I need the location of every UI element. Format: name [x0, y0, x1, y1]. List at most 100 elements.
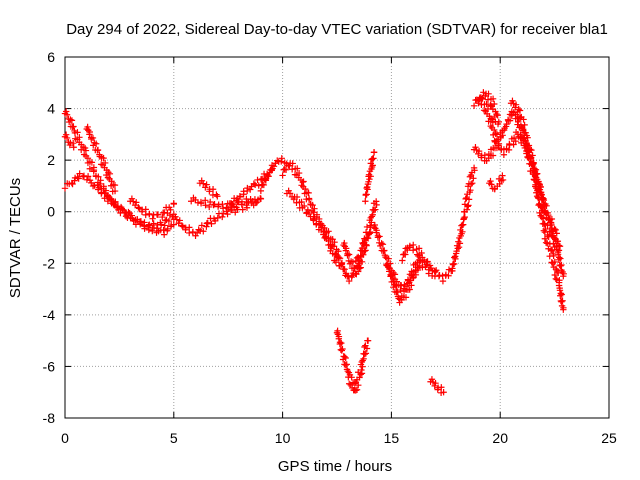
data-point: [133, 199, 140, 206]
data-point: [470, 102, 478, 110]
data-point: [294, 165, 301, 172]
data-point: [356, 257, 363, 264]
data-point: [274, 157, 281, 164]
data-point: [335, 333, 343, 340]
data-point: [164, 209, 171, 217]
data-point: [347, 381, 354, 389]
data-point: [149, 215, 156, 222]
data-point: [459, 221, 466, 228]
data-point: [349, 258, 357, 266]
data-point: [463, 194, 470, 202]
data-point: [69, 123, 76, 131]
data-point: [122, 213, 130, 220]
data-point: [372, 206, 379, 213]
data-point: [402, 251, 409, 258]
data-point: [244, 184, 251, 192]
data-point: [451, 254, 458, 261]
data-point: [499, 172, 506, 179]
data-point: [362, 342, 369, 349]
data-point: [89, 182, 97, 190]
data-point: [282, 166, 290, 174]
data-point: [353, 386, 361, 393]
data-point: [128, 195, 136, 202]
data-point: [488, 124, 496, 132]
data-point: [499, 176, 507, 184]
x-tick-label: 25: [601, 430, 617, 446]
data-point: [490, 113, 498, 121]
data-point: [102, 187, 110, 194]
data-point: [537, 189, 545, 196]
data-point: [537, 183, 544, 190]
y-tick-label: -6: [43, 358, 56, 374]
data-point: [388, 272, 396, 279]
data-point: [523, 140, 530, 147]
series-track-t: [427, 376, 447, 397]
data-point: [71, 127, 78, 135]
data-point: [406, 286, 413, 293]
x-tick-label: 5: [170, 430, 178, 446]
data-point: [348, 273, 355, 281]
data-point: [290, 195, 297, 203]
data-point: [189, 228, 197, 236]
series-track-q: [383, 260, 423, 306]
data-point: [327, 245, 335, 252]
data-point: [399, 257, 406, 264]
data-point: [136, 218, 144, 225]
series-track-m: [340, 198, 380, 278]
data-point: [252, 199, 260, 207]
data-point: [480, 107, 488, 114]
data-point: [557, 262, 564, 270]
data-point: [142, 211, 149, 219]
data-point: [202, 202, 209, 209]
data-point: [454, 245, 462, 252]
data-point: [526, 154, 534, 161]
data-point: [425, 270, 432, 277]
data-point: [525, 153, 533, 160]
data-point: [315, 220, 323, 228]
data-point: [516, 107, 524, 114]
series-track-c: [61, 131, 77, 151]
data-point: [493, 137, 501, 145]
data-point: [355, 257, 362, 265]
data-point: [423, 261, 430, 269]
data-point: [485, 90, 492, 98]
data-point: [200, 228, 207, 235]
data-point: [373, 227, 380, 234]
data-point: [465, 202, 472, 209]
data-point: [84, 173, 92, 180]
data-point: [101, 164, 108, 171]
data-point: [286, 162, 293, 169]
data-point: [396, 299, 403, 306]
data-point: [456, 234, 463, 242]
data-point: [172, 213, 179, 220]
data-point: [506, 117, 514, 124]
data-point: [366, 167, 374, 175]
data-point: [368, 213, 376, 220]
data-point: [142, 206, 149, 213]
data-point: [320, 228, 327, 236]
data-point: [560, 272, 567, 280]
data-point: [541, 235, 549, 242]
data-point: [372, 198, 380, 205]
data-point: [500, 151, 508, 158]
data-point: [485, 150, 493, 158]
data-point: [475, 100, 482, 107]
data-point: [481, 152, 489, 159]
data-point: [438, 384, 445, 391]
data-point: [200, 180, 207, 187]
data-point: [464, 190, 471, 198]
data-point: [170, 221, 177, 228]
y-tick-label: -2: [43, 255, 56, 271]
data-point: [485, 118, 492, 125]
data-point: [489, 152, 497, 159]
data-point: [542, 239, 550, 246]
data-point: [309, 201, 316, 209]
data-point: [69, 180, 76, 188]
data-point: [301, 190, 308, 197]
data-point: [228, 206, 236, 214]
grid: [65, 57, 609, 418]
y-tick-group: -8 -6 -4 -2 0 2 4 6: [43, 49, 609, 426]
data-point: [431, 382, 438, 390]
data-point: [489, 95, 497, 103]
